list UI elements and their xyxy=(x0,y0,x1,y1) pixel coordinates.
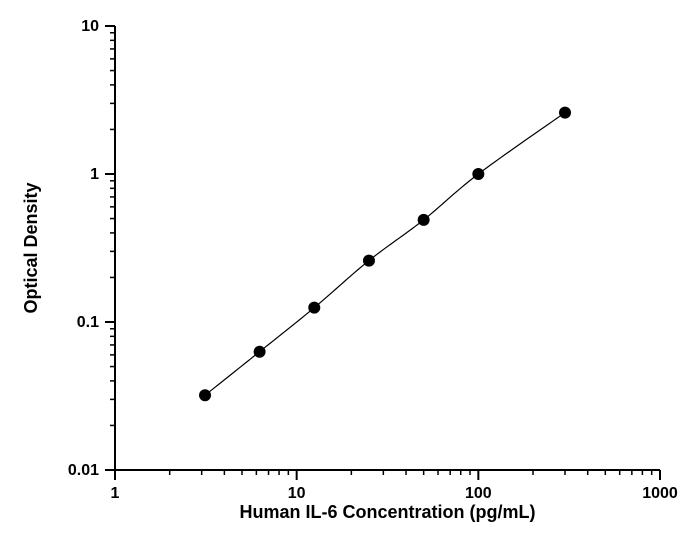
y-tick-label: 0.01 xyxy=(68,462,99,479)
data-point xyxy=(418,214,430,226)
y-tick-label: 10 xyxy=(81,18,99,35)
data-point xyxy=(308,302,320,314)
elisa-standard-curve-chart: 11010010000.010.1110Human IL-6 Concentra… xyxy=(0,0,694,540)
data-point xyxy=(363,255,375,267)
y-tick-label: 0.1 xyxy=(77,314,99,331)
data-point xyxy=(472,168,484,180)
x-tick-label: 1000 xyxy=(642,485,678,502)
x-tick-label: 1 xyxy=(111,485,120,502)
data-point xyxy=(199,389,211,401)
x-axis-label: Human IL-6 Concentration (pg/mL) xyxy=(240,502,536,522)
y-axis-label: Optical Density xyxy=(21,182,41,313)
data-point xyxy=(254,346,266,358)
chart-container: 11010010000.010.1110Human IL-6 Concentra… xyxy=(0,0,694,540)
data-point xyxy=(559,107,571,119)
y-tick-label: 1 xyxy=(90,166,99,183)
x-tick-label: 10 xyxy=(288,485,306,502)
x-tick-label: 100 xyxy=(465,485,492,502)
